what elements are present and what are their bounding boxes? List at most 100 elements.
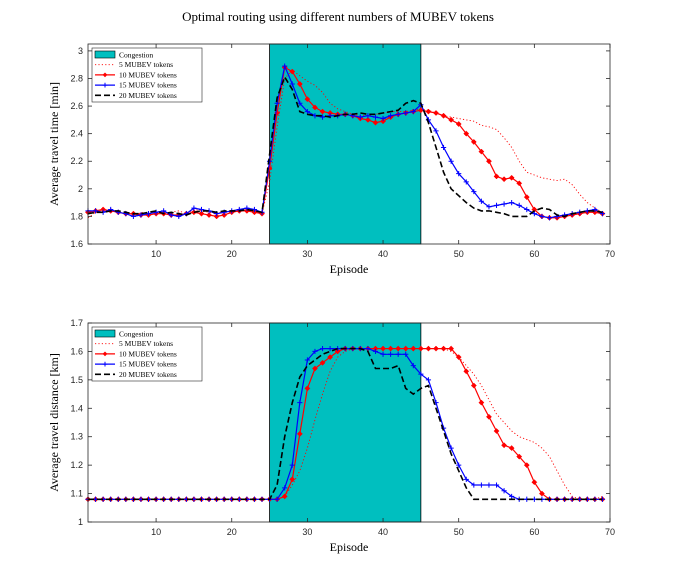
data-point	[539, 213, 545, 220]
legend-label: 5 MUBEV tokens	[119, 339, 173, 348]
data-point	[433, 128, 439, 134]
data-point	[493, 482, 500, 488]
data-point	[410, 363, 416, 369]
data-point	[531, 479, 538, 486]
data-point	[380, 345, 386, 352]
data-point	[319, 114, 326, 120]
y-tick-label: 2.6	[70, 101, 83, 111]
data-point	[463, 476, 469, 482]
data-point	[380, 118, 386, 125]
data-point	[138, 212, 144, 218]
data-point	[297, 100, 303, 106]
legend-swatch-congestion	[94, 329, 116, 338]
data-point	[440, 345, 447, 352]
data-point	[433, 110, 439, 116]
y-tick-label: 1	[78, 517, 83, 527]
data-point	[501, 176, 508, 183]
data-point	[516, 453, 523, 460]
data-point	[455, 354, 462, 361]
y-tick-label: 1.6	[70, 346, 83, 356]
legend-label: 5 MUBEV tokens	[119, 60, 173, 69]
legend-label: 20 MUBEV tokens	[119, 370, 177, 379]
data-point	[508, 174, 515, 181]
data-point	[168, 212, 174, 218]
legend-label-congestion: Congestion	[119, 51, 153, 60]
data-point	[403, 351, 409, 357]
data-point	[493, 202, 500, 208]
legend-label: 15 MUBEV tokens	[119, 81, 177, 90]
data-point	[463, 368, 470, 375]
data-point	[433, 345, 439, 352]
data-point	[501, 488, 507, 494]
data-point	[455, 121, 462, 127]
data-point	[546, 215, 553, 221]
data-point	[297, 400, 303, 406]
data-point	[417, 345, 424, 352]
data-point	[191, 205, 197, 211]
data-point	[296, 430, 303, 437]
legend-label-congestion: Congestion	[119, 330, 153, 339]
x-tick-label: 70	[605, 249, 615, 259]
data-point	[380, 351, 386, 357]
axes-frame	[87, 322, 611, 523]
legend-label: 20 MUBEV tokens	[119, 91, 177, 100]
x-tick-label: 20	[227, 249, 237, 259]
data-point	[501, 201, 507, 207]
travel-distance-chart: 10 20 30 40 50 60 70 1 1.1 1.2 1.3 1.4 1.5 1.6 1.7 Epis…	[47, 318, 615, 554]
data-point	[161, 208, 167, 214]
data-point	[319, 345, 326, 352]
x-tick-label: 70	[605, 527, 615, 537]
y-tick-label: 2.4	[70, 129, 83, 139]
data-point	[266, 165, 273, 172]
data-point	[312, 365, 318, 372]
data-point	[221, 212, 228, 218]
y-tick-label: 3	[78, 46, 83, 56]
data-point	[592, 206, 598, 213]
y-tick-label: 1.5	[70, 375, 83, 385]
data-point	[478, 148, 485, 155]
data-point	[463, 179, 469, 185]
data-point	[145, 211, 152, 217]
x-tick-label: 60	[529, 527, 539, 537]
data-point	[319, 359, 326, 366]
data-point	[418, 371, 424, 377]
data-point	[486, 158, 492, 165]
data-point	[448, 116, 455, 123]
data-point	[327, 345, 333, 352]
x-tick-label: 20	[227, 527, 237, 537]
data-point	[523, 462, 530, 469]
y-tick-label: 2	[78, 184, 83, 194]
data-point	[289, 462, 295, 468]
data-point	[304, 385, 311, 392]
y-tick-label: 1.1	[70, 489, 83, 499]
x-tick-label: 40	[378, 249, 388, 259]
y-axis-label: Average travel time [min]	[47, 82, 61, 206]
data-point	[92, 208, 99, 214]
x-tick-label: 10	[151, 249, 161, 259]
y-tick-label: 1.6	[70, 239, 83, 249]
data-point	[304, 357, 310, 363]
x-tick-label: 30	[302, 527, 312, 537]
data-point	[365, 345, 371, 352]
data-point	[501, 442, 508, 449]
data-point	[486, 482, 492, 488]
x-tick-label: 50	[454, 249, 464, 259]
data-point	[380, 115, 386, 122]
data-point	[372, 114, 379, 120]
data-point	[282, 63, 288, 69]
data-point	[387, 345, 394, 352]
data-point	[403, 110, 409, 116]
data-point	[281, 493, 288, 500]
data-point	[244, 205, 250, 211]
data-point	[395, 111, 401, 117]
series-20-mubev-tokens	[87, 75, 603, 218]
data-point	[516, 180, 523, 187]
data-point	[471, 482, 477, 488]
data-point	[471, 188, 477, 195]
y-tick-label: 1.8	[70, 211, 83, 221]
data-point	[289, 68, 296, 75]
legend-swatch-marker	[102, 82, 108, 88]
